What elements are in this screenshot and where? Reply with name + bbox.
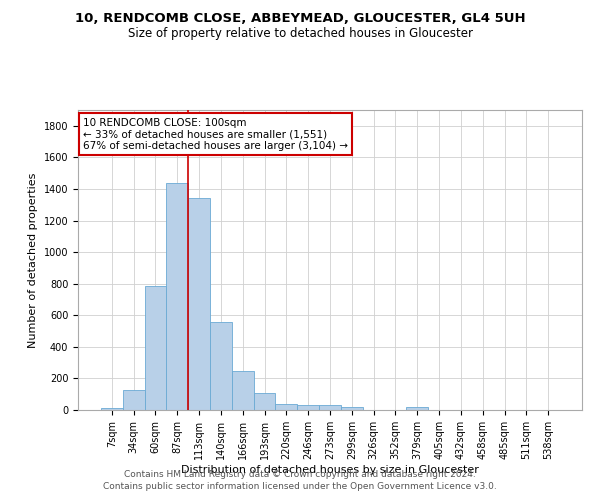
Y-axis label: Number of detached properties: Number of detached properties	[28, 172, 38, 348]
Text: Contains public sector information licensed under the Open Government Licence v3: Contains public sector information licen…	[103, 482, 497, 491]
Bar	[166, 182, 188, 410]
Bar	[297, 406, 319, 410]
Bar	[275, 404, 297, 410]
Text: 10, RENDCOMB CLOSE, ABBEYMEAD, GLOUCESTER, GL4 5UH: 10, RENDCOMB CLOSE, ABBEYMEAD, GLOUCESTE…	[74, 12, 526, 26]
Bar	[232, 371, 254, 410]
Bar	[101, 408, 123, 410]
Bar	[406, 407, 428, 410]
Bar	[341, 407, 363, 410]
Text: Size of property relative to detached houses in Gloucester: Size of property relative to detached ho…	[128, 28, 473, 40]
Bar	[188, 198, 210, 410]
Bar	[210, 322, 232, 410]
Bar	[145, 286, 166, 410]
Text: Contains HM Land Registry data © Crown copyright and database right 2024.: Contains HM Land Registry data © Crown c…	[124, 470, 476, 479]
X-axis label: Distribution of detached houses by size in Gloucester: Distribution of detached houses by size …	[181, 464, 479, 474]
Bar	[254, 392, 275, 410]
Bar	[123, 390, 145, 410]
Bar	[319, 406, 341, 410]
Text: 10 RENDCOMB CLOSE: 100sqm
← 33% of detached houses are smaller (1,551)
67% of se: 10 RENDCOMB CLOSE: 100sqm ← 33% of detac…	[83, 118, 348, 150]
